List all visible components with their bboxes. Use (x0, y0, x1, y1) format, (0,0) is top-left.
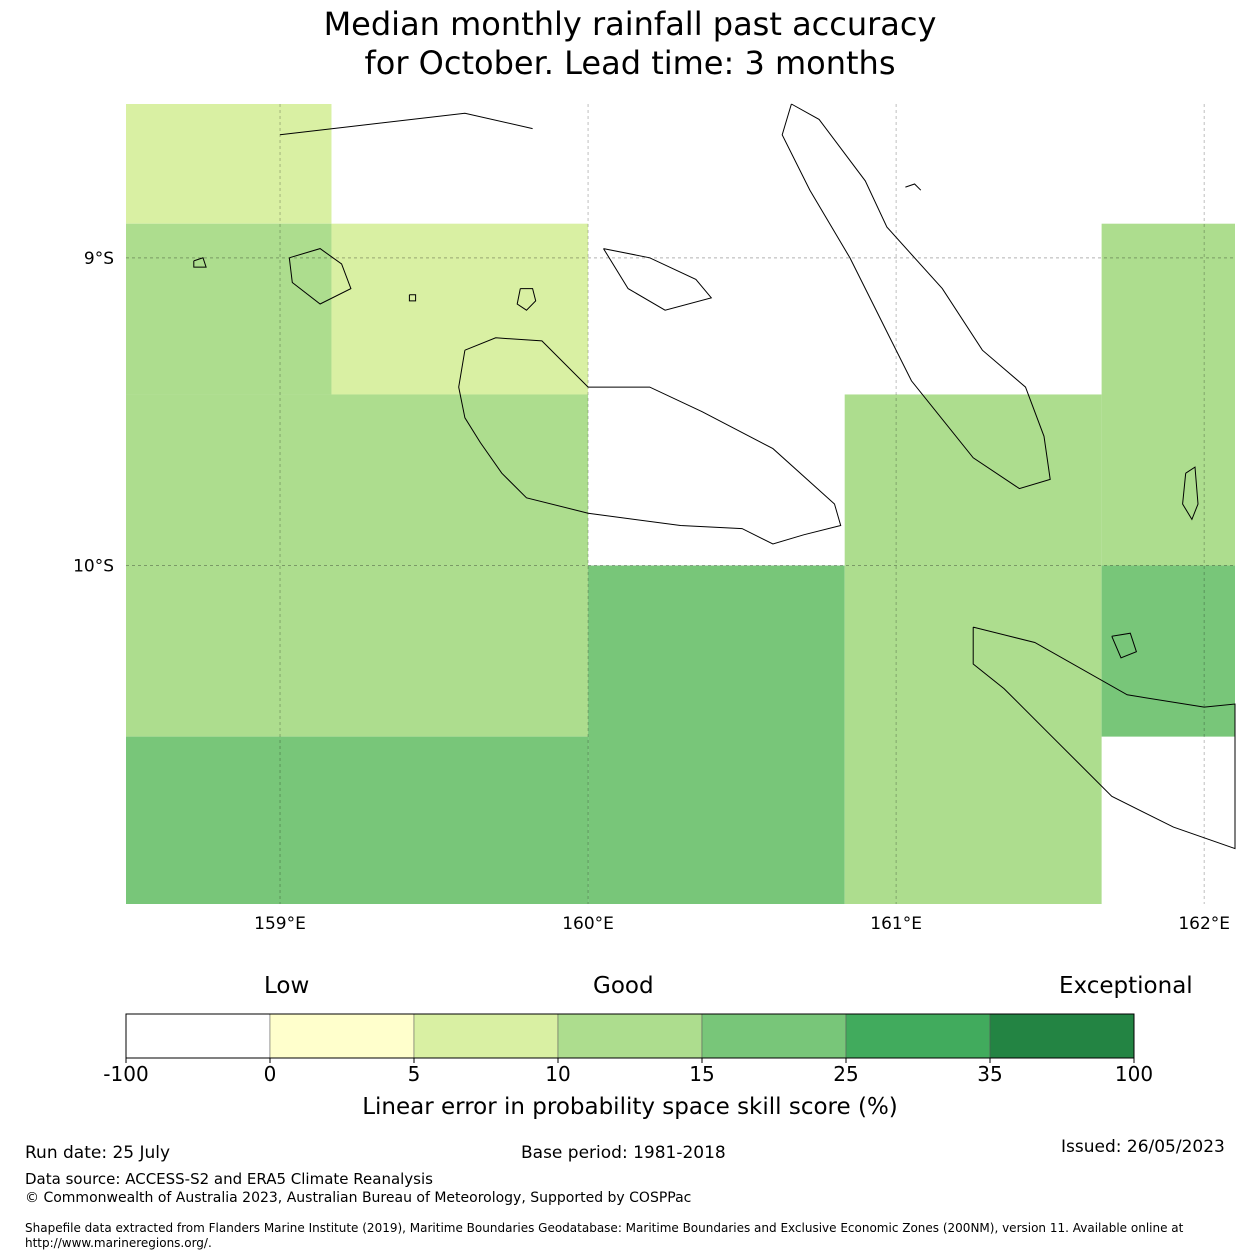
colorbar-category-low: Low (264, 973, 310, 999)
shapefile-credit-line-1: Shapefile data extracted from Flanders M… (25, 1221, 1184, 1235)
skill-cell (1101, 565, 1235, 737)
colorbar-tick-label: 10 (545, 1062, 570, 1086)
colorbar-tick-label: -100 (103, 1062, 148, 1086)
map-ticks: 159°E 160°E 161°E 162°E 9°S 10°S (73, 249, 1230, 934)
base-period: Base period: 1981-2018 (521, 1143, 726, 1163)
title-line-1: Median monthly rainfall past accuracy (323, 5, 937, 43)
lon-tick-label: 160°E (562, 914, 614, 934)
colorbar-category-good: Good (593, 973, 654, 999)
copyright: © Commonwealth of Australia 2023, Austra… (25, 1190, 692, 1206)
coastline-ulawa (1182, 466, 1199, 521)
colorbar-tick-label: 100 (1115, 1062, 1153, 1086)
lat-tick-label: 9°S (84, 249, 114, 269)
skill-map: 159°E 160°E 161°E 162°E 9°S 10°S -100 0 5 10 15 25… (73, 103, 1236, 1120)
colorbar-tick-label: 5 (408, 1062, 421, 1086)
skill-cells (126, 104, 1235, 904)
coastline-islet-3 (279, 112, 533, 136)
colorbar-label: Linear error in probability space skill … (362, 1094, 898, 1120)
colorbar-swatch (269, 1013, 415, 1059)
colorbar-tick-label: 25 (833, 1062, 858, 1086)
skill-cell (126, 736, 589, 904)
run-date: Run date: 25 July (25, 1143, 171, 1163)
issued-date: Issued: 26/05/2023 (1061, 1137, 1225, 1157)
coastlines (193, 103, 1236, 850)
coastline-savo (516, 288, 537, 311)
lat-tick-label: 10°S (73, 557, 114, 577)
lon-tick-label: 162°E (1178, 914, 1230, 934)
colorbar-frame (125, 1013, 1135, 1059)
skill-cell (331, 223, 589, 395)
coastline-malaita (781, 103, 1051, 490)
colorbar-tick-label: 0 (264, 1062, 277, 1086)
colorbar-swatch (413, 1013, 559, 1059)
lon-tick-label: 161°E (870, 914, 922, 934)
skill-cell (844, 565, 1102, 904)
colorbar-tick-label: 15 (689, 1062, 714, 1086)
colorbar-swatch (989, 1013, 1135, 1059)
shapefile-credit-line-2: http://www.marineregions.org/. (25, 1236, 212, 1250)
coastline-nggela (603, 248, 713, 311)
skill-cell (126, 104, 332, 224)
lon-tick-label: 159°E (254, 914, 306, 934)
skill-cell (126, 223, 332, 395)
colorbar-swatch (845, 1013, 991, 1059)
colorbar: -100 0 5 10 15 25 35 100 Linear error in probabi… (103, 1013, 1153, 1120)
coastline-islet-2 (408, 294, 417, 302)
colorbar-tick-label: 35 (977, 1062, 1002, 1086)
skill-cell (126, 394, 589, 566)
skill-cell (126, 565, 589, 737)
data-source: Data source: ACCESS-S2 and ERA5 Climate … (25, 1170, 433, 1188)
colorbar-swatch (125, 1013, 271, 1059)
map-gridlines (126, 104, 1235, 904)
shapefile-credit: Shapefile data extracted from Flanders M… (25, 1221, 1225, 1251)
coastline-russell-islands (288, 248, 352, 305)
colorbar-swatch (557, 1013, 703, 1059)
coastline-guadalcanal (458, 337, 842, 545)
coastline-islet-4 (905, 183, 922, 191)
coastline-makira (972, 626, 1236, 850)
colorbar-category-exceptional: Exceptional (1059, 973, 1193, 999)
skill-cell (588, 565, 845, 904)
skill-cell (1101, 223, 1235, 566)
skill-cell (844, 394, 1102, 566)
coastline-islet-1 (193, 257, 207, 268)
colorbar-swatch (701, 1013, 847, 1059)
coastline-ugi (1111, 632, 1138, 659)
title-line-2: for October. Lead time: 3 months (364, 44, 896, 82)
